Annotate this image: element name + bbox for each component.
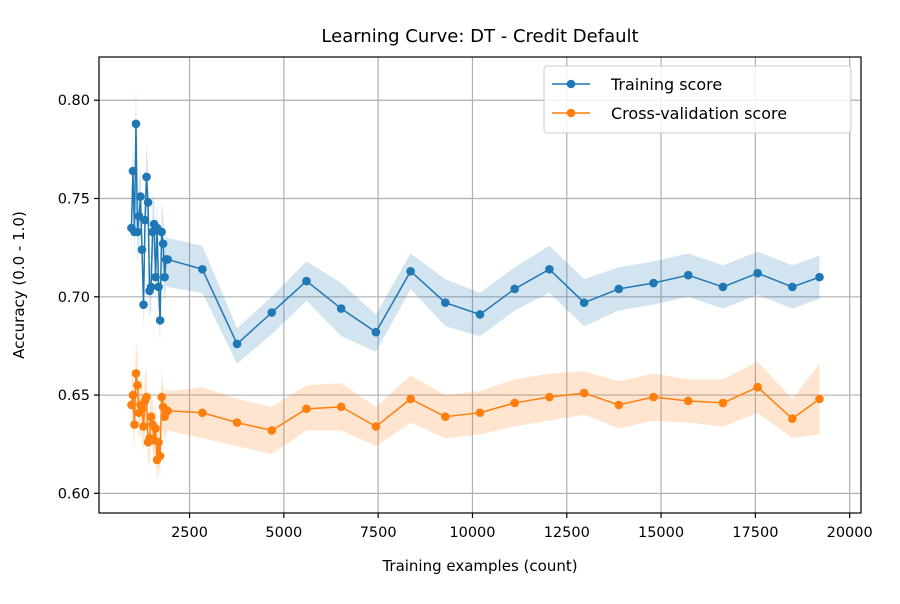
training-score-point bbox=[128, 166, 138, 176]
cv-score-point bbox=[128, 390, 138, 400]
x-axis-label: Training examples (count) bbox=[381, 557, 577, 575]
training-score-point bbox=[136, 192, 145, 201]
training-score-point bbox=[142, 172, 151, 182]
cv-score-point bbox=[198, 408, 207, 418]
cv-score-point bbox=[155, 451, 165, 461]
cv-score-point bbox=[137, 404, 147, 414]
cv-score-point bbox=[146, 412, 156, 421]
legend-training-score-label: Training score bbox=[610, 75, 722, 94]
y-tick-label: 0.60 bbox=[58, 486, 90, 502]
legend-cv-score-label: Cross-validation score bbox=[611, 104, 787, 123]
training-score-point bbox=[545, 264, 554, 274]
cv-score-point bbox=[718, 398, 728, 408]
cv-score-point bbox=[151, 424, 160, 433]
training-score-point bbox=[232, 339, 242, 349]
cv-score-point bbox=[130, 420, 139, 429]
x-tick-label: 15000 bbox=[638, 525, 684, 541]
training-score-point bbox=[163, 255, 172, 264]
training-score-point bbox=[475, 310, 485, 319]
training-score-point bbox=[683, 270, 693, 280]
y-tick-label: 0.75 bbox=[58, 192, 90, 208]
training-score-point bbox=[143, 198, 153, 207]
y-tick-label: 0.70 bbox=[58, 290, 90, 306]
cv-score-point bbox=[475, 408, 485, 418]
training-score-point bbox=[267, 308, 277, 317]
training-score-point bbox=[157, 227, 166, 237]
training-score-point bbox=[131, 119, 141, 129]
cv-score-point bbox=[510, 398, 519, 408]
x-tick-label: 2500 bbox=[171, 525, 208, 541]
x-axis-ticks: 2500 5000 7500 10000 12500 15000 17500 20000 bbox=[171, 513, 873, 541]
score-markers bbox=[127, 119, 824, 465]
cv-score-point bbox=[371, 422, 381, 431]
training-score-point bbox=[510, 284, 519, 294]
cv-score-point bbox=[579, 388, 589, 398]
cv-score-point bbox=[336, 402, 346, 412]
cv-score-point bbox=[545, 392, 554, 402]
training-score-point bbox=[146, 282, 156, 292]
legend-items: Training score Cross-validation score bbox=[552, 75, 787, 123]
training-score-point bbox=[815, 272, 824, 282]
training-score-point bbox=[371, 327, 381, 337]
training-score-point bbox=[155, 316, 165, 325]
training-score-point bbox=[133, 227, 142, 237]
cv-score-point bbox=[139, 422, 148, 431]
training-score-point bbox=[649, 278, 658, 288]
training-score-point bbox=[788, 282, 797, 292]
y-axis-ticks: 0.60 0.65 0.70 0.75 0.80 bbox=[58, 93, 99, 502]
legend-box bbox=[543, 65, 852, 134]
x-tick-label: 7500 bbox=[360, 525, 397, 541]
cv-score-point bbox=[753, 382, 762, 392]
y-tick-label: 0.80 bbox=[58, 93, 90, 109]
cv-score-point bbox=[142, 392, 151, 402]
plot-frame bbox=[98, 56, 862, 514]
y-tick-label: 0.65 bbox=[58, 388, 90, 404]
training-score-point bbox=[137, 245, 147, 254]
cv-score-point bbox=[163, 406, 172, 416]
training-score-point bbox=[579, 298, 589, 307]
training-score-point bbox=[336, 304, 346, 313]
training-score-point bbox=[154, 282, 163, 292]
cv-score-point bbox=[133, 380, 142, 390]
training-score-point bbox=[198, 264, 207, 274]
cv-score-point bbox=[232, 418, 242, 427]
training-score-point bbox=[160, 272, 169, 282]
training-score-point bbox=[441, 298, 450, 307]
cv-score-point bbox=[131, 369, 141, 378]
training-score-band bbox=[131, 80, 820, 364]
training-score-point bbox=[753, 268, 762, 278]
cv-score-point bbox=[406, 394, 415, 404]
training-score-point bbox=[302, 276, 311, 286]
cv-score-point bbox=[302, 404, 311, 414]
cv-score-point bbox=[815, 394, 824, 404]
training-score-point bbox=[406, 266, 415, 276]
training-score-point bbox=[614, 284, 624, 294]
x-tick-label: 12500 bbox=[544, 525, 590, 541]
cv-score-point bbox=[649, 392, 658, 402]
training-score-point bbox=[139, 300, 148, 309]
cv-score-point bbox=[127, 400, 136, 410]
cv-score-point bbox=[157, 392, 166, 402]
cv-score-point bbox=[441, 412, 450, 421]
x-tick-label: 17500 bbox=[732, 525, 778, 541]
chart-title: Learning Curve: DT - Credit Default bbox=[321, 26, 638, 47]
legend: Training score Cross-validation score bbox=[543, 65, 852, 134]
cv-score-point bbox=[267, 426, 277, 435]
cv-score-point bbox=[614, 400, 624, 410]
x-tick-label: 5000 bbox=[265, 525, 302, 541]
legend-cv-score-marker bbox=[566, 108, 576, 118]
cv-score-point bbox=[683, 396, 693, 406]
cv-score-point bbox=[788, 414, 797, 423]
x-tick-label: 10000 bbox=[449, 525, 495, 541]
training-score-point bbox=[718, 282, 728, 292]
x-tick-label: 20000 bbox=[827, 525, 873, 541]
legend-training-score-marker bbox=[566, 79, 576, 89]
cv-score-point bbox=[154, 437, 163, 447]
training-score-point bbox=[158, 239, 168, 249]
training-score-point bbox=[151, 272, 160, 282]
y-axis-label: Accuracy (0.0 - 1.0) bbox=[10, 211, 28, 359]
training-score-point bbox=[140, 215, 150, 225]
